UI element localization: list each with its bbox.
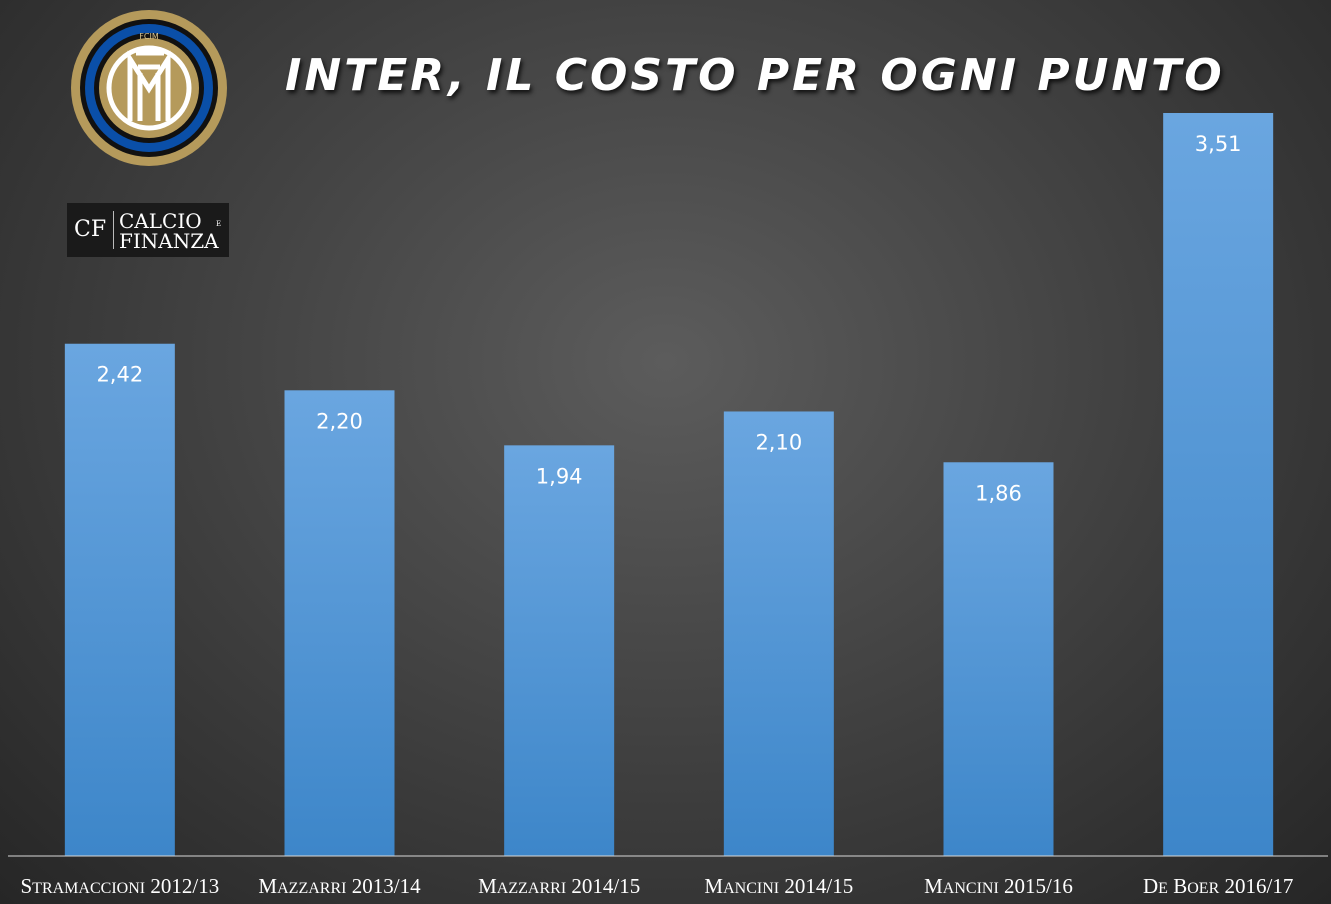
cf-mark: E [216,220,222,228]
cf-abbr: CF [74,217,107,242]
category-label-3: MAZZARRI 2014/15 [478,874,640,898]
bar-1 [64,343,175,857]
category-label-2: MAZZARRI 2013/14 [258,874,421,898]
category-label-6: DE BOER 2016/17 [1143,874,1293,898]
data-label-2: 2,20 [316,409,363,433]
calcio-finanza-logo: CF CALCIO FINANZA E [67,203,229,257]
chart-title: INTER, IL COSTO PER OGNI PUNTO [285,50,1225,101]
data-label-4: 2,10 [755,430,802,454]
category-label-4: MANCINI 2014/15 [704,874,853,898]
bar-2 [284,390,395,856]
bars-layer [64,113,1274,857]
data-label-5: 1,86 [975,481,1022,505]
cf-line-2: FINANZA [119,229,219,253]
category-label-1: STRAMACCIONI 2012/13 [20,874,219,898]
labels-layer: 2,42 STRAMACCIONI 2012/13 2,20 MAZZARRI 201… [20,132,1293,898]
bar-6 [1163,113,1274,856]
inter-logo-letters: FCIM [139,32,159,41]
cf-divider [113,211,114,249]
data-label-3: 1,94 [536,464,583,488]
data-label-1: 2,42 [96,363,143,387]
cf-line-1: CALCIO [119,209,202,233]
data-label-6: 3,51 [1195,132,1242,156]
bar-4 [723,411,834,856]
category-label-5: MANCINI 2015/16 [924,874,1073,898]
bar-3 [504,445,615,856]
bar-5 [943,462,1054,856]
inter-logo-icon: FCIM [70,9,228,167]
